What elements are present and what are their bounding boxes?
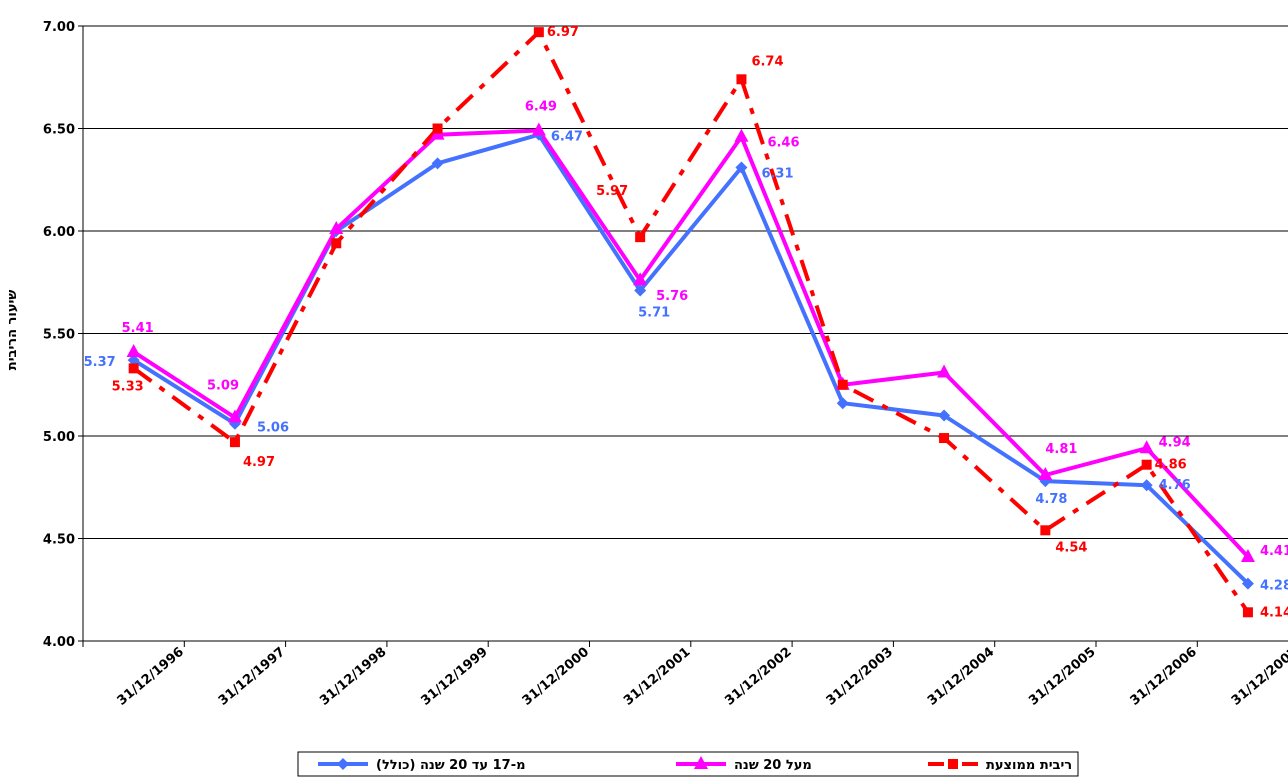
square-marker bbox=[837, 379, 848, 390]
data-label: 5.76 bbox=[656, 289, 688, 304]
data-label: 4.81 bbox=[1045, 442, 1077, 457]
x-tick-label: 31/12/2006 bbox=[1128, 645, 1200, 709]
data-label: 5.33 bbox=[112, 379, 144, 394]
x-tick-label: 31/12/1998 bbox=[317, 645, 389, 709]
triangle-marker bbox=[694, 756, 708, 769]
data-label: 5.37 bbox=[84, 355, 116, 370]
diamond-marker bbox=[127, 354, 140, 367]
data-label: 5.09 bbox=[207, 379, 239, 394]
data-label: 4.41 bbox=[1260, 544, 1288, 559]
triangle-marker bbox=[1139, 440, 1154, 454]
square-marker bbox=[635, 232, 646, 243]
triangle-marker bbox=[1038, 466, 1053, 480]
series-line-0 bbox=[132, 132, 1250, 586]
data-label: 5.06 bbox=[257, 421, 289, 436]
diamond-marker bbox=[337, 758, 349, 770]
triangle-marker bbox=[734, 128, 749, 142]
x-tick-label: 31/12/2004 bbox=[925, 645, 997, 709]
data-label: 4.97 bbox=[243, 455, 275, 470]
series-line-1 bbox=[132, 128, 1250, 559]
data-label: 6.97 bbox=[547, 25, 579, 40]
x-tick-label: 31/12/2003 bbox=[824, 645, 896, 709]
y-tick-label: 4.50 bbox=[43, 533, 75, 548]
data-label: 4.86 bbox=[1155, 458, 1187, 473]
data-label: 6.49 bbox=[525, 100, 557, 115]
data-label: 4.14 bbox=[1260, 605, 1288, 620]
x-tick-label: 31/12/2005 bbox=[1026, 645, 1098, 709]
square-marker bbox=[533, 27, 544, 38]
data-label: 5.41 bbox=[122, 321, 154, 336]
legend: מ-17 עד 20 שנה (כולל) מעל 20 שנה ריבית ממו… bbox=[297, 751, 1079, 777]
series-lines bbox=[132, 30, 1250, 614]
square-marker bbox=[128, 363, 139, 374]
square-marker bbox=[229, 437, 240, 448]
triangle-marker bbox=[937, 364, 952, 378]
diamond-marker bbox=[938, 409, 951, 422]
diamond-marker bbox=[836, 397, 849, 410]
series-markers bbox=[126, 27, 1255, 618]
data-label: 4.94 bbox=[1159, 435, 1191, 450]
data-label: 4.28 bbox=[1260, 579, 1288, 594]
triangle-marker bbox=[227, 409, 242, 423]
y-tick-label: 6.00 bbox=[43, 225, 75, 240]
diamond-marker bbox=[735, 161, 748, 174]
triangle-marker bbox=[1240, 548, 1255, 562]
y-tick-label: 5.00 bbox=[43, 430, 75, 445]
square-marker bbox=[1040, 525, 1051, 536]
data-label: 6.74 bbox=[751, 54, 783, 69]
data-label: 6.46 bbox=[767, 136, 799, 151]
triangle-marker bbox=[633, 272, 648, 286]
y-tick-label: 6.50 bbox=[43, 123, 75, 138]
axes: 4.00 4.50 5.00 5.50 6.00 6.50 7.00 31/12/1996 31… bbox=[43, 20, 1288, 709]
legend-label: מעל 20 שנה bbox=[734, 758, 812, 773]
diamond-marker bbox=[634, 284, 647, 297]
diamond-marker bbox=[1140, 479, 1153, 492]
square-marker bbox=[948, 759, 958, 769]
data-label: 4.54 bbox=[1055, 540, 1087, 555]
x-tick-label: 31/12/2007 bbox=[1229, 645, 1288, 709]
data-labels: 5.37 5.06 6.47 5.71 6.31 4.78 4.76 4.28 5.41 5.09… bbox=[84, 25, 1288, 620]
x-tick-label: 31/12/2001 bbox=[621, 645, 693, 709]
square-marker bbox=[1141, 459, 1152, 470]
triangle-marker bbox=[329, 220, 344, 234]
square-marker bbox=[331, 238, 342, 249]
diamond-marker bbox=[1241, 577, 1254, 590]
data-label: 5.71 bbox=[638, 305, 670, 320]
square-marker bbox=[1242, 607, 1253, 618]
y-axis-label: שיעור הריבית bbox=[5, 290, 20, 371]
legend-label: ריבית ממוצעת bbox=[986, 758, 1072, 773]
square-marker bbox=[432, 123, 443, 134]
data-label: 6.31 bbox=[761, 166, 793, 181]
y-tick-label: 5.50 bbox=[43, 328, 75, 343]
data-label: 4.78 bbox=[1035, 492, 1067, 507]
legend-label: מ-17 עד 20 שנה (כולל) bbox=[376, 758, 526, 773]
x-tick-label: 31/12/2002 bbox=[722, 645, 794, 709]
x-tick-label: 31/12/1997 bbox=[216, 645, 288, 709]
x-tick-label: 31/12/2000 bbox=[520, 645, 592, 709]
x-tick-label: 31/12/1999 bbox=[418, 645, 490, 709]
x-tick-label: 31/12/1996 bbox=[115, 645, 187, 709]
square-marker bbox=[736, 74, 747, 85]
square-marker bbox=[939, 433, 950, 444]
y-tick-label: 7.00 bbox=[43, 20, 75, 35]
data-label: 5.97 bbox=[596, 184, 628, 199]
triangle-marker bbox=[531, 122, 546, 136]
series-line-2 bbox=[132, 30, 1250, 614]
grid-lines bbox=[83, 25, 1288, 642]
data-label: 4.76 bbox=[1159, 478, 1191, 493]
diamond-marker bbox=[431, 157, 444, 170]
triangle-marker bbox=[126, 343, 141, 357]
data-label: 6.47 bbox=[551, 130, 583, 145]
y-tick-label: 4.00 bbox=[43, 635, 75, 650]
